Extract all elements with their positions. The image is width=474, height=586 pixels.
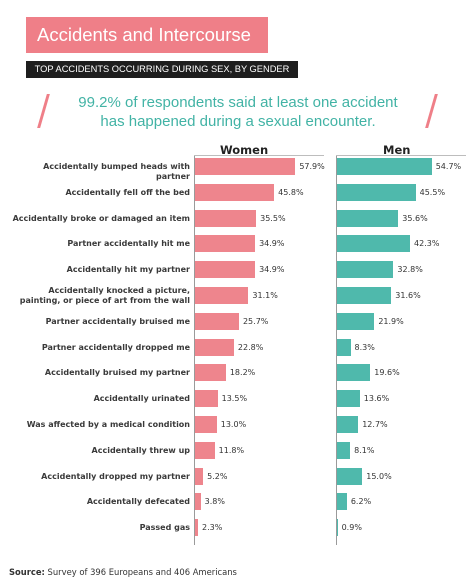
women-value-label: 31.1% xyxy=(252,291,278,300)
women-value-label: 13.5% xyxy=(221,394,248,404)
men-bar xyxy=(336,261,394,279)
men-bar xyxy=(336,467,363,485)
category-label: Passed gas xyxy=(139,523,190,533)
women-value-label: 57.9% xyxy=(299,162,325,171)
women-bar xyxy=(194,493,201,511)
men-value-label: 31.6% xyxy=(395,291,421,300)
women-value-label: 5.2% xyxy=(207,471,228,481)
category-label: Accidentally fell off the bed xyxy=(65,187,190,197)
women-bar xyxy=(194,312,239,330)
men-bar xyxy=(336,183,416,201)
men-value-label: 0.9% xyxy=(341,523,362,533)
men-bar xyxy=(336,493,347,511)
women-value-label: 11.8% xyxy=(218,445,245,455)
men-axis-line xyxy=(336,156,337,545)
men-bar xyxy=(336,209,399,227)
women-bar xyxy=(194,287,249,304)
men-value-label: 21.9% xyxy=(378,316,404,326)
women-bar xyxy=(194,209,257,227)
women-axis-line xyxy=(194,156,195,545)
category-label: Accidentally knocked a picture, painting… xyxy=(19,286,190,305)
women-value-label: 22.8% xyxy=(237,342,264,352)
women-value-label: 18.2% xyxy=(229,368,256,378)
source-note: Source: Survey of 396 Europeans and 406 … xyxy=(9,567,237,577)
men-value-label: 35.6% xyxy=(402,213,428,223)
men-value-label: 13.6% xyxy=(363,394,390,404)
category-label: Partner accidentally dropped me xyxy=(41,342,190,352)
men-bar xyxy=(336,312,375,330)
category-label: Was affected by a medical condition xyxy=(26,420,190,429)
women-bar xyxy=(194,416,217,433)
women-value-label: 25.7% xyxy=(242,316,269,326)
women-bar xyxy=(194,158,296,175)
women-bar xyxy=(194,235,256,253)
women-header-rule xyxy=(194,155,324,156)
category-label: Partner accidentally bruised me xyxy=(45,316,190,326)
category-label: Accidentally bumped heads with partner xyxy=(43,162,190,181)
women-column-header: Women xyxy=(220,143,269,157)
men-bar xyxy=(336,416,359,433)
men-value-label: 15.0% xyxy=(366,471,392,481)
men-column-header: Men xyxy=(383,143,411,157)
women-bar xyxy=(194,261,256,279)
women-bar xyxy=(194,364,226,382)
women-value-label: 2.3% xyxy=(202,523,223,533)
men-value-label: 45.5% xyxy=(419,187,446,197)
women-bar xyxy=(194,390,218,408)
category-label: Partner accidentally hit me xyxy=(67,239,190,249)
chart-title: Accidents and Intercourse xyxy=(26,17,268,53)
men-value-label: 32.8% xyxy=(397,265,423,275)
men-bar xyxy=(336,235,411,253)
source-text: Survey of 396 Europeans and 406 American… xyxy=(47,567,237,577)
men-value-label: 8.3% xyxy=(354,342,375,352)
women-value-label: 3.8% xyxy=(204,497,225,507)
men-bar xyxy=(336,158,432,175)
callout-line-1: 99.2% of respondents said at least one a… xyxy=(78,94,398,111)
men-value-label: 8.1% xyxy=(354,445,375,455)
women-bar xyxy=(194,467,204,485)
women-value-label: 13.0% xyxy=(220,420,247,429)
category-label: Accidentally threw up xyxy=(91,445,190,455)
callout-text: 99.2% of respondents said at least one a… xyxy=(58,93,418,131)
category-label: Accidentally broke or damaged an item xyxy=(12,213,190,223)
women-bar xyxy=(194,441,215,459)
men-bar xyxy=(336,338,351,356)
chart-subtitle: TOP ACCIDENTS OCCURRING DURING SEX, BY G… xyxy=(26,61,298,78)
category-label: Accidentally bruised my partner xyxy=(44,368,190,378)
men-bar xyxy=(336,441,351,459)
women-value-label: 34.9% xyxy=(259,265,285,275)
men-value-label: 12.7% xyxy=(362,420,388,429)
women-bar xyxy=(194,519,199,537)
men-bar xyxy=(336,287,392,304)
women-bar xyxy=(194,338,234,356)
women-bar xyxy=(194,183,275,201)
men-header-rule xyxy=(336,155,466,156)
women-value-label: 34.9% xyxy=(259,239,285,249)
category-label: Accidentally defecated xyxy=(86,497,190,507)
callout-line-2: has happened during a sexual encounter. xyxy=(100,113,376,130)
women-value-label: 35.5% xyxy=(260,213,286,223)
men-value-label: 6.2% xyxy=(350,497,372,507)
men-bar xyxy=(336,390,360,408)
category-label: Accidentally urinated xyxy=(93,394,190,404)
men-bar xyxy=(336,364,371,382)
right-slash-decoration xyxy=(425,94,438,128)
left-slash-decoration xyxy=(37,94,50,128)
source-label: Source: xyxy=(9,567,45,577)
category-label: Accidentally hit my partner xyxy=(66,265,190,275)
women-value-label: 45.8% xyxy=(278,187,304,197)
men-value-label: 19.6% xyxy=(374,368,400,378)
category-label: Accidentally dropped my partner xyxy=(41,471,190,481)
men-value-label: 54.7% xyxy=(435,162,462,171)
men-value-label: 42.3% xyxy=(414,239,440,249)
